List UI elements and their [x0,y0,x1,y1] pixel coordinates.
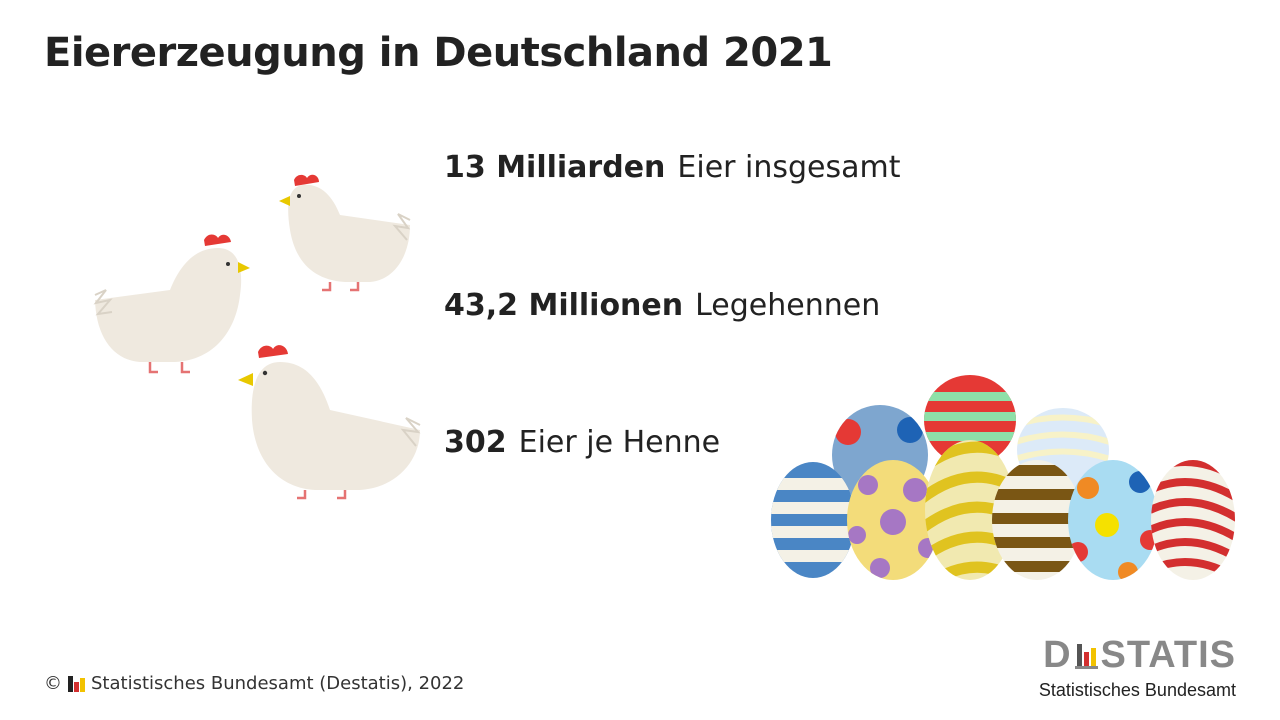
footer-source-text: Statistisches Bundesamt (Destatis), 2022 [91,673,465,694]
easter-egg-icon [924,375,1016,465]
stat-eggs-per-hen: 302 Eier je Henne [444,425,720,460]
hen-icon [93,234,250,374]
logo-bars-icon [1074,640,1098,669]
easter-egg-icon [992,460,1082,580]
stat-laying-hens: 43,2 Millionen Legehennen [444,288,880,323]
hen-icon [238,345,421,500]
footer-source: © Statistisches Bundesamt (Destatis), 20… [44,673,464,694]
flag-icon [68,675,85,692]
page-title: Eiererzeugung in Deutschland 2021 [44,30,833,76]
destatis-subtitle: Statistisches Bundesamt [1038,680,1236,700]
stat-eggs-per-hen-label: Eier je Henne [518,425,721,460]
stat-eggs-per-hen-value: 302 [444,425,507,460]
destatis-logo: D STATIS Statistisches Bundesamt [1039,636,1236,701]
easter-egg-icon [1151,460,1235,580]
stat-total-eggs-value: 13 Milliarden [444,150,666,185]
easter-egg-icon [847,460,939,580]
stat-laying-hens-label: Legehennen [695,288,881,323]
copyright-symbol: © [44,673,62,694]
stat-laying-hens-value: 43,2 Millionen [444,288,684,323]
hen-icon [279,174,411,292]
easter-egg-icon [771,462,855,578]
stat-total-eggs: 13 Milliarden Eier insgesamt [444,150,901,185]
stat-total-eggs-label: Eier insgesamt [677,150,901,185]
destatis-wordmark: D STATIS [1043,634,1236,676]
easter-egg-icon [1068,460,1158,580]
